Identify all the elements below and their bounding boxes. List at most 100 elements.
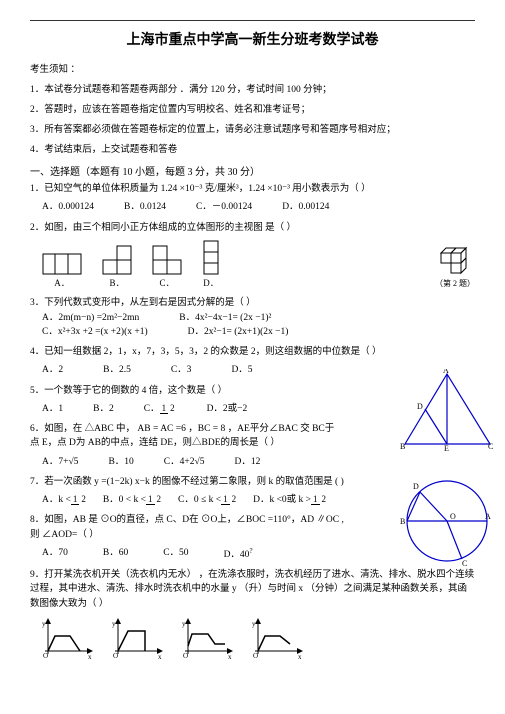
- svg-text:B: B: [400, 517, 405, 526]
- svg-text:x: x: [88, 653, 92, 661]
- q5-opt-a: A．1: [42, 402, 63, 416]
- q4-text: 4．已知一组数据 2，1，x，7，3，5，3，2 的众数是 2，则这组数据的中位…: [30, 347, 382, 357]
- svg-text:y: y: [42, 620, 46, 628]
- q2-shapes: A． B． C． D．: [42, 240, 475, 291]
- svg-text:C: C: [488, 442, 493, 451]
- notice-2: 2．答题时，应该在答题卷指定位置内写明校名、姓名和准考证号；: [30, 101, 475, 115]
- svg-text:C: C: [462, 559, 467, 568]
- svg-text:O: O: [450, 512, 456, 521]
- q4-opt-d: D．5: [231, 363, 252, 377]
- q7-opt-d: D．k <0或 k >12: [253, 493, 328, 507]
- svg-text:y: y: [112, 620, 116, 628]
- q5-opt-b: B．2: [93, 402, 114, 416]
- q2-label-d: D．: [203, 277, 219, 291]
- q3-opt-a: A．2m(m−n) =2m²−2mn: [42, 311, 139, 325]
- q6-opt-b: B．10: [108, 455, 133, 469]
- graph-b-icon: y Ox: [110, 616, 165, 661]
- svg-text:A: A: [443, 369, 449, 375]
- q5-opt-c: C．12: [144, 402, 177, 416]
- q4-opt-a: A．2: [42, 363, 63, 377]
- page-title: 上海市重点中学高一新生分班考数学试卷: [30, 29, 475, 49]
- q9-text: 9．打开某洗衣机开关（洗衣机内无水） ，在洗涤衣服时，洗衣机经历了进水、清洗、排…: [30, 570, 474, 609]
- q3-opt-b: B．4x²−4x−1= (2x −1)²: [179, 311, 271, 325]
- q7-opt-a: A．k <12: [42, 493, 88, 507]
- svg-text:O: O: [113, 652, 118, 660]
- notice-4: 4．考试结束后，上交试题卷和答卷: [30, 141, 475, 155]
- q7-opt-c: C．0 ≤ k <12: [178, 493, 238, 507]
- q8-opt-d: D．40?: [224, 546, 253, 562]
- shape-d-icon: [202, 240, 220, 275]
- notice-1: 1．本试卷分试题卷和答题卷两部分 ．满分 120 分，考试时间 100 分钟；: [30, 81, 475, 95]
- svg-text:x: x: [298, 653, 302, 661]
- q4-opt-c: C．3: [171, 363, 192, 377]
- q8-opt-b: B．60: [103, 546, 128, 562]
- header-rule: [30, 20, 475, 21]
- cube-icon: [436, 241, 474, 276]
- svg-text:B: B: [400, 442, 405, 451]
- graph-d-icon: yOx: [250, 616, 305, 661]
- q7-text: 7．若一次函数 y =(1−2k) x−k 的图像不经过第二象限，则 k 的取值…: [30, 477, 344, 487]
- question-9: 9．打开某洗衣机开关（洗衣机内无水） ，在洗涤衣服时，洗衣机经历了进水、清洗、排…: [30, 568, 475, 661]
- q1-opt-a: A．0.000124: [42, 200, 94, 214]
- notice-label: 考生须知 ：: [30, 61, 475, 75]
- q1-opt-c: C．－0.00124: [196, 200, 252, 214]
- q3-text: 3．下列代数式变形中，从左到右是因式分解的是（ ）: [30, 298, 256, 308]
- notice-3: 3．所有答案都必须做在答题卷标定的位置上，请务必注意试题序号和答题序号相对应；: [30, 121, 475, 135]
- svg-text:E: E: [444, 444, 449, 453]
- q3-options: A．2m(m−n) =2m²−2mn B．4x²−4x−1= (2x −1)² …: [42, 311, 475, 340]
- q6-text2: 点 E，点 D为 AB的中点，连结 DE，则△BDE的周长是（ ）: [30, 436, 370, 450]
- svg-text:x: x: [158, 653, 162, 661]
- q9-graphs: yOx yOx yOx yOx: [40, 616, 475, 661]
- q2-shape-b: B．: [102, 245, 132, 291]
- q6-opt-d: D．12: [234, 455, 260, 469]
- question-7: 7．若一次函数 y =(1−2k) x−k 的图像不经过第二象限，则 k 的取值…: [30, 475, 370, 508]
- question-8: 8．如图，AB 是 ⊙O的直径，点 C、D在 ⊙O上，∠BOC =110°，AD…: [30, 513, 370, 562]
- circle-figure: A B C D O: [400, 474, 495, 569]
- graph-c-icon: y Ox: [180, 616, 235, 661]
- q2-label-b: B．: [109, 277, 124, 291]
- q3-opt-d: D．2x²−1= (2x+1)(2x −1): [188, 325, 289, 339]
- shape-b-icon: [102, 245, 132, 275]
- q2-shape-c: C．: [152, 245, 182, 291]
- question-2: 2．如图，由三个相同小正方体组成的立体图形的主视图 是（ ） A． B．: [30, 221, 475, 291]
- q6-options: A．7+√5 B．10 C．4+2√5 D．12: [42, 455, 370, 469]
- q8-opt-a: A．70: [42, 546, 68, 562]
- question-1: 1．已知空气的单位体积质量为 1.24 ×10⁻³ 克/厘米³，1.24 ×10…: [30, 182, 475, 215]
- q2-shape-d: D．: [202, 240, 220, 291]
- q8-options: A．70 B．60 C．50 D．40?: [42, 546, 370, 562]
- q7-opt-b: B．0 < k <12: [103, 493, 163, 507]
- graph-a-icon: y Ox: [40, 616, 95, 661]
- q4-opt-b: B．2.5: [103, 363, 131, 377]
- shape-a-icon: [42, 253, 82, 275]
- q2-reference-fig: （第 2 题）: [435, 241, 475, 290]
- q2-text: 2．如图，由三个相同小正方体组成的立体图形的主视图 是（ ）: [30, 223, 296, 233]
- svg-text:y: y: [182, 620, 186, 628]
- q6-opt-a: A．7+√5: [42, 455, 78, 469]
- question-6: 6．如图，在 △ABC 中， AB = AC =6 ，BC = 8 ，AE平分∠…: [30, 422, 370, 469]
- svg-text:D: D: [417, 402, 423, 411]
- q8-opt-c: C．50: [163, 546, 188, 562]
- q2-label-c: C．: [159, 277, 174, 291]
- svg-text:O: O: [253, 652, 258, 660]
- q2-caption: （第 2 题）: [435, 278, 475, 290]
- q3-opt-c: C．x²+3x +2 =(x +2)(x +1): [42, 325, 148, 339]
- svg-text:x: x: [228, 653, 232, 661]
- q1-options: A．0.000124 B．0.0124 C．－0.00124 D．0.00124: [42, 200, 475, 214]
- q1-opt-b: B．0.0124: [124, 200, 166, 214]
- q7-options: A．k <12 B．0 < k <12 C．0 ≤ k <12 D．k <0或 …: [42, 493, 370, 507]
- q5-text: 5．一个数等于它的倒数的 4 倍，这个数是（ ）: [30, 386, 227, 396]
- q8-text: 8．如图，AB 是 ⊙O的直径，点 C、D在 ⊙O上，∠BOC =110°，AD…: [30, 513, 370, 527]
- section-1-title: 一、选择题（本题有 10 小题，每题 3 分，共 30 分）: [30, 163, 475, 178]
- q6-opt-c: C．4+2√5: [164, 455, 205, 469]
- shape-c-icon: [152, 245, 182, 275]
- right-figure-container: 5．一个数等于它的倒数的 4 倍，这个数是（ ） A．1 B．2 C．12 D．…: [30, 384, 475, 563]
- svg-text:O: O: [43, 652, 48, 660]
- q2-shape-a: A．: [42, 253, 82, 291]
- q5-opt-d: D．2或−2: [207, 402, 248, 416]
- q2-label-a: A．: [54, 277, 70, 291]
- q8-text2: 则 ∠AOD=（ ）: [30, 528, 370, 542]
- q1-text: 1．已知空气的单位体积质量为 1.24 ×10⁻³ 克/厘米³，1.24 ×10…: [30, 184, 371, 194]
- question-3: 3．下列代数式变形中，从左到右是因式分解的是（ ） A．2m(m−n) =2m²…: [30, 296, 475, 339]
- svg-text:O: O: [183, 652, 188, 660]
- svg-text:D: D: [413, 482, 419, 491]
